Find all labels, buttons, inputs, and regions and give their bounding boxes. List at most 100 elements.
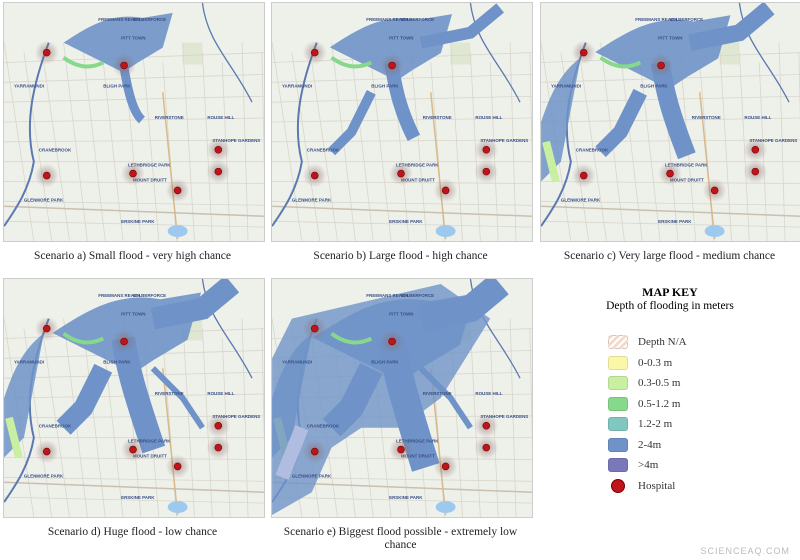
- place-label: BLIGH PARK: [371, 359, 399, 364]
- key-item: 2-4m: [608, 435, 790, 456]
- place-label: YARRAMUNDI: [14, 359, 44, 364]
- hospital-marker: [214, 167, 223, 176]
- place-label: PITT TOWN: [389, 312, 413, 317]
- place-label: CRANEBROOK: [307, 148, 340, 153]
- hospital-marker: [397, 445, 405, 454]
- place-label: PITT TOWN: [121, 36, 145, 41]
- place-label: CRANEBROOK: [576, 148, 609, 153]
- place-label: PITT TOWN: [389, 36, 413, 41]
- place-label: WILBERFORCE: [133, 17, 166, 22]
- swatch-icon: [608, 376, 628, 391]
- key-item: 0.3-0.5 m: [608, 373, 790, 394]
- hospital-marker: [751, 167, 760, 176]
- hospital-marker: [388, 61, 396, 70]
- place-label: ERSKINE PARK: [658, 219, 692, 224]
- hospital-marker: [441, 186, 450, 195]
- place-label: ERSKINE PARK: [389, 219, 423, 224]
- place-label: BLIGH PARK: [103, 83, 131, 88]
- place-label: FREEMANS REACH: [635, 17, 677, 22]
- hospital-marker: [482, 421, 491, 430]
- place-label: GLENMORE PARK: [24, 197, 64, 202]
- scenario-caption: Scenario c) Very large flood - medium ch…: [563, 250, 776, 262]
- place-label: RIVERSTONE: [423, 391, 452, 396]
- place-label: FREEMANS REACH: [98, 293, 140, 298]
- place-label: CRANEBROOK: [307, 424, 340, 429]
- place-label: PITT TOWN: [121, 312, 145, 317]
- hospital-marker: [310, 48, 319, 57]
- place-label: LETHBRIDGE PARK: [396, 439, 439, 444]
- place-label: GLENMORE PARK: [24, 473, 64, 478]
- place-label: ROUSE HILL: [475, 391, 502, 396]
- hospital-marker: [657, 61, 665, 70]
- place-label: GLENMORE PARK: [292, 473, 332, 478]
- hospital-marker: [42, 324, 51, 333]
- hospital-marker: [666, 169, 674, 178]
- place-label: STANHOPE GARDENS: [480, 414, 528, 419]
- place-label: MOUNT DRUITT: [670, 177, 704, 182]
- hospital-marker: [173, 186, 182, 195]
- place-label: RIVERSTONE: [423, 115, 452, 120]
- place-label: WILBERFORCE: [670, 17, 703, 22]
- place-label: ROUSE HILL: [744, 115, 771, 120]
- scenario-map-4: FREEMANS REACH WILBERFORCE PITT TOWN YARRAM…: [3, 278, 265, 518]
- hospital-marker: [751, 145, 760, 154]
- place-label: WILBERFORCE: [401, 293, 434, 298]
- place-label: ROUSE HILL: [207, 115, 234, 120]
- place-label: GLENMORE PARK: [292, 197, 332, 202]
- place-label: RIVERSTONE: [155, 115, 184, 120]
- hospital-marker: [482, 443, 491, 452]
- place-label: LETHBRIDGE PARK: [396, 163, 439, 168]
- hospital-marker: [120, 337, 128, 346]
- key-item-hospital: Hospital: [608, 476, 790, 497]
- place-label: MOUNT DRUITT: [133, 177, 167, 182]
- hospital-marker: [120, 61, 128, 70]
- hospital-marker: [579, 48, 588, 57]
- hospital-marker: [214, 421, 223, 430]
- place-label: ERSKINE PARK: [389, 495, 423, 500]
- scenario-map-2: FREEMANS REACH WILBERFORCE PITT TOWN YARRAM…: [271, 2, 533, 242]
- swatch-icon: [608, 458, 628, 473]
- place-label: ROUSE HILL: [475, 115, 502, 120]
- swatch-icon: [608, 437, 628, 452]
- hospital-marker: [579, 171, 588, 180]
- scenario-map-1: FREEMANS REACH WILBERFORCE PITT TOWN YARRAM…: [3, 2, 265, 242]
- place-label: CRANEBROOK: [39, 148, 72, 153]
- hospital-marker: [388, 337, 396, 346]
- place-label: BLIGH PARK: [103, 359, 131, 364]
- scenario-map-3: FREEMANS REACH WILBERFORCE PITT TOWN YARRAM…: [540, 2, 800, 242]
- place-label: LETHBRIDGE PARK: [665, 163, 708, 168]
- place-label: FREEMANS REACH: [366, 17, 408, 22]
- watermark: SCIENCEAQ.COM: [700, 546, 790, 556]
- hospital-marker: [42, 48, 51, 57]
- scenario-caption: Scenario e) Biggest flood possible - ext…: [283, 526, 518, 551]
- hospital-marker: [129, 445, 137, 454]
- map-key-subtitle: Depth of flooding in meters: [606, 300, 734, 312]
- key-item: 0-0.3 m: [608, 353, 790, 374]
- place-label: RIVERSTONE: [155, 391, 184, 396]
- hospital-marker: [42, 447, 51, 456]
- map-key: MAP KEY Depth of flooding in meters Dept…: [590, 285, 790, 496]
- place-label: LETHBRIDGE PARK: [128, 439, 171, 444]
- scenario-caption: Scenario b) Large flood - high chance: [313, 250, 488, 262]
- scenario-caption: Scenario d) Huge flood - low chance: [47, 526, 218, 538]
- scenario-caption: Scenario a) Small flood - very high chan…: [33, 250, 232, 262]
- hospital-marker: [482, 145, 491, 154]
- place-label: FREEMANS REACH: [98, 17, 140, 22]
- place-label: BLIGH PARK: [640, 83, 668, 88]
- key-item: >4m: [608, 455, 790, 476]
- place-label: RIVERSTONE: [692, 115, 721, 120]
- place-label: WILBERFORCE: [133, 293, 166, 298]
- place-label: GLENMORE PARK: [561, 197, 601, 202]
- hospital-icon: [611, 478, 625, 493]
- hospital-marker: [173, 462, 182, 471]
- place-label: YARRAMUNDI: [282, 83, 312, 88]
- hospital-marker: [482, 167, 491, 176]
- key-item: 1.2-2 m: [608, 414, 790, 435]
- place-label: PITT TOWN: [658, 36, 682, 41]
- hospital-marker: [214, 443, 223, 452]
- hospital-marker: [310, 171, 319, 180]
- place-label: ROUSE HILL: [207, 391, 234, 396]
- place-label: CRANEBROOK: [39, 424, 72, 429]
- swatch-icon: [608, 355, 628, 370]
- place-label: YARRAMUNDI: [282, 359, 312, 364]
